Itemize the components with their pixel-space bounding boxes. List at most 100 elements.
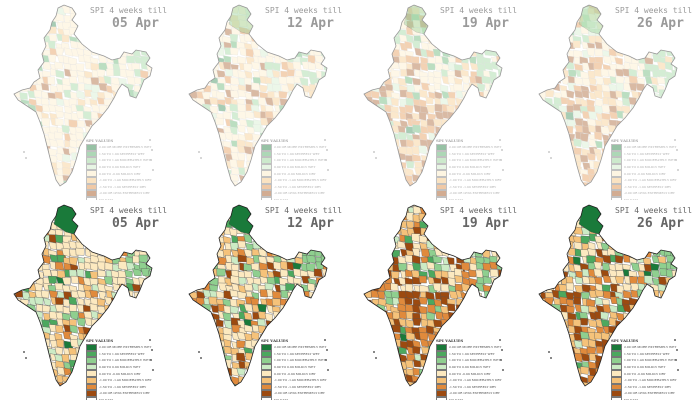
district-cell [469,111,478,120]
district-cell [384,27,393,36]
legend-label: 1.00 TO 1.49 MODERATELY WET [274,358,326,363]
district-cell [300,41,310,51]
district-cell [20,133,30,143]
district-cell [390,256,399,266]
district-cell [246,174,256,182]
district-cell [545,89,555,98]
district-cell [350,183,358,190]
district-cell [75,374,86,383]
district-cell [196,132,204,143]
district-cell [292,112,303,121]
district-cell [489,305,499,316]
district-cell [168,70,175,78]
district-cell [62,147,71,156]
district-cell [294,105,304,114]
district-cell [540,160,549,170]
district-cell [195,19,205,29]
district-cell [56,339,65,348]
district-cell [489,291,500,300]
district-cell [377,8,386,16]
district-cell [189,383,200,386]
district-cell [383,41,393,50]
district-cell [188,389,197,397]
district-cell [210,5,219,9]
district-cell [476,276,486,285]
district-cell [420,119,430,128]
district-cell [160,243,168,251]
district-cell [560,90,570,100]
district-cell [208,213,218,222]
district-cell [553,50,563,58]
district-cell [343,119,350,127]
district-cell [250,5,259,9]
district-cell [35,175,45,185]
district-cell [364,206,366,215]
district-cell [176,174,184,182]
district-cell [342,276,349,285]
india-outline [363,4,503,187]
district-cell [245,48,255,58]
district-cell [567,82,576,91]
district-cell [565,111,574,121]
district-cell [392,120,401,129]
district-cell [350,174,356,183]
district-cell [552,138,561,147]
district-cell [196,146,205,155]
district-cell [21,277,30,287]
district-cell [55,138,65,148]
district-cell [271,214,281,223]
district-cell [14,311,17,320]
district-cell [76,119,86,128]
district-cell [82,20,92,29]
district-cell [447,75,457,85]
district-cell [119,289,128,299]
district-cell [189,346,190,356]
district-cell [470,34,478,44]
district-cell [19,325,29,334]
district-cell [554,35,563,45]
district-cell [420,62,428,72]
district-cell [364,5,372,9]
district-cell [189,261,198,270]
district-cell [0,154,7,162]
district-cell [189,40,191,50]
district-cell [0,50,9,58]
district-cell [425,96,434,105]
district-cell [484,236,494,244]
district-cell [56,97,65,107]
district-cell [594,41,604,50]
district-cell [460,234,470,244]
district-cell [364,146,371,156]
district-cell [447,247,457,255]
district-cell [321,277,327,286]
district-cell [539,70,546,80]
district-cell [378,63,388,72]
legend-label: 0.00 TO -0.99 MILDLY DRY [449,171,491,176]
district-cell [335,276,344,285]
district-cell [313,318,322,328]
district-cell [14,55,15,65]
district-cell [175,119,182,127]
district-cell [259,91,269,100]
district-cell [132,34,142,42]
district-cell [189,290,190,299]
district-cell [546,117,555,127]
island-dot [674,139,676,141]
district-cell [694,83,700,90]
district-cell [337,285,346,292]
district-cell [512,269,520,278]
district-cell [76,90,86,100]
district-cell [42,268,52,277]
legend-title: SPI VALUES [611,138,639,143]
district-cell [407,118,417,128]
district-cell [260,14,269,23]
district-cell [125,318,135,326]
district-cell [22,338,31,348]
district-cell [61,277,71,285]
district-cell [482,33,491,43]
district-cell [449,119,459,129]
district-cell [505,83,513,92]
district-cell [209,96,219,106]
district-cell [398,146,408,155]
district-cell [489,236,498,245]
